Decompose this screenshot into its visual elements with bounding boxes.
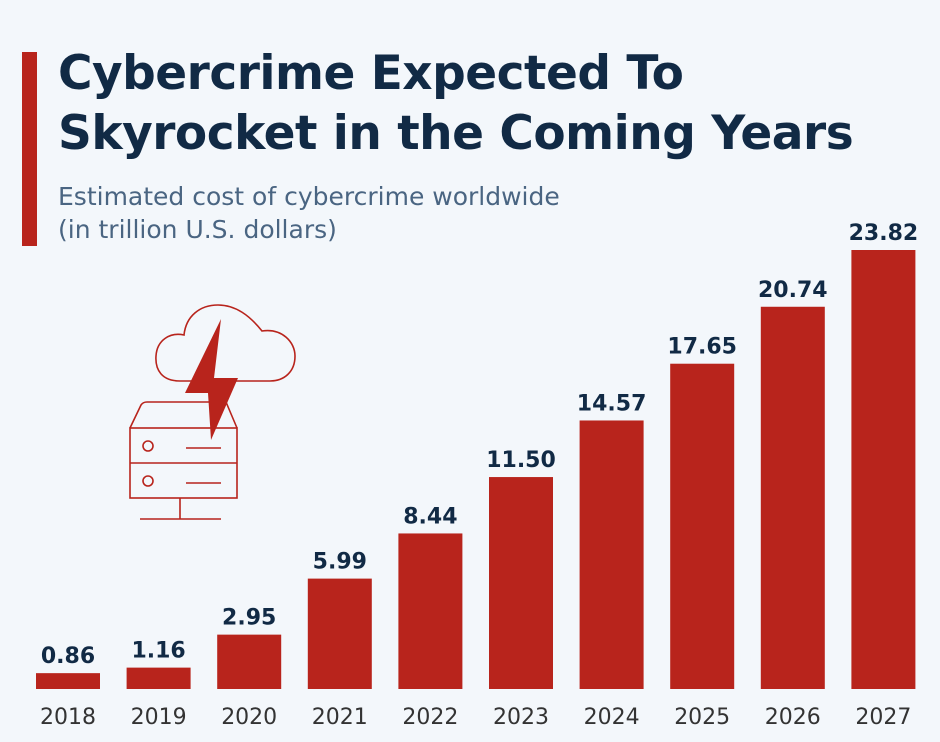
- bar-2019: [126, 667, 191, 689]
- bars: 0.86 2018 1.16 2019 2.95 2020 5.99 2021 8.44 2022…: [36, 221, 918, 730]
- x-tick-label-2021: 2021: [312, 705, 368, 730]
- x-tick-label-2019: 2019: [131, 705, 187, 730]
- x-tick-label-2025: 2025: [674, 705, 730, 730]
- data-label-2022: 8.44: [403, 504, 457, 529]
- subtitle-line-1: Estimated cost of cybercrime worldwide: [58, 182, 560, 211]
- data-label-2027: 23.82: [849, 221, 919, 246]
- x-tick-label-2024: 2024: [584, 705, 640, 730]
- x-tick-label-2023: 2023: [493, 705, 549, 730]
- data-label-2026: 20.74: [758, 278, 828, 303]
- data-label-2025: 17.65: [667, 335, 737, 360]
- title-accent-bar: [22, 52, 37, 246]
- x-tick-label-2022: 2022: [402, 705, 458, 730]
- bar-2021: [307, 578, 372, 689]
- bar-2022: [398, 533, 463, 689]
- lightning-icon: [185, 319, 238, 440]
- data-label-2024: 14.57: [577, 391, 647, 416]
- bar-2025: [670, 363, 735, 689]
- data-label-2018: 0.86: [41, 644, 95, 669]
- chart-subtitle: Estimated cost of cybercrime worldwide (…: [58, 180, 560, 246]
- x-tick-label-2026: 2026: [765, 705, 821, 730]
- bar-2026: [760, 306, 825, 689]
- title-line-1: Cybercrime Expected To: [58, 46, 684, 101]
- data-label-2023: 11.50: [486, 448, 556, 473]
- x-tick-label-2020: 2020: [221, 705, 277, 730]
- x-tick-label-2018: 2018: [40, 705, 96, 730]
- bar-2018: [36, 673, 100, 689]
- data-label-2021: 5.99: [313, 550, 367, 575]
- bar-2027: [851, 250, 916, 689]
- cloud-icon: [155, 304, 296, 382]
- cloud-lightning-server-icon: [129, 304, 296, 520]
- bar-2023: [489, 477, 553, 689]
- chart-title: Cybercrime Expected To Skyrocket in the …: [58, 44, 854, 164]
- bar-2024: [579, 420, 644, 689]
- subtitle-line-2: (in trillion U.S. dollars): [58, 215, 337, 244]
- x-tick-label-2027: 2027: [855, 705, 911, 730]
- title-line-2: Skyrocket in the Coming Years: [58, 106, 854, 161]
- server-top-icon: [129, 401, 238, 429]
- data-label-2020: 2.95: [222, 606, 276, 631]
- bar-2020: [217, 634, 282, 689]
- data-label-2019: 1.16: [131, 639, 185, 664]
